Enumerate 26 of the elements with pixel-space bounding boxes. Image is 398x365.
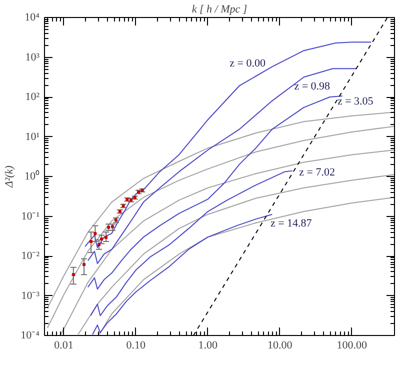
x-tick-label: 100.00 [336, 340, 368, 352]
y-tick-label: 10⁻³ [21, 290, 40, 302]
x-tick-label: 10.00 [268, 340, 293, 352]
annotation: z = 7.02 [299, 166, 335, 179]
annotation: z = 0.00 [230, 58, 266, 70]
y-tick-label: 10³ [25, 51, 40, 64]
point [94, 232, 97, 236]
y-tick-label: 10⁻² [21, 250, 40, 262]
y-axis-title: Δ²(k) [4, 165, 16, 188]
y-tick-label: 10⁻¹ [21, 210, 40, 222]
annotation: z = 0.98 [294, 80, 331, 93]
x-tick-label: 0.10 [126, 340, 146, 352]
point [97, 243, 100, 246]
x-tick-label: 1.00 [198, 340, 218, 352]
y-tick-label: 10⁻⁴ [20, 330, 40, 342]
point [100, 237, 104, 240]
y-tick-label: 10⁴ [24, 12, 40, 24]
y-tick-label: 10⁰ [24, 170, 40, 182]
y-tick-label: 10¹ [25, 130, 40, 143]
point [104, 236, 108, 239]
x-tick-label: 0.01 [54, 340, 74, 352]
annotation: z = 14.87 [270, 218, 312, 230]
y-tick-label: 10² [25, 91, 40, 103]
x-axis-title: k [ h / Mpc ] [192, 4, 248, 16]
annotation: z = 3.05 [337, 96, 374, 108]
point [90, 240, 93, 243]
